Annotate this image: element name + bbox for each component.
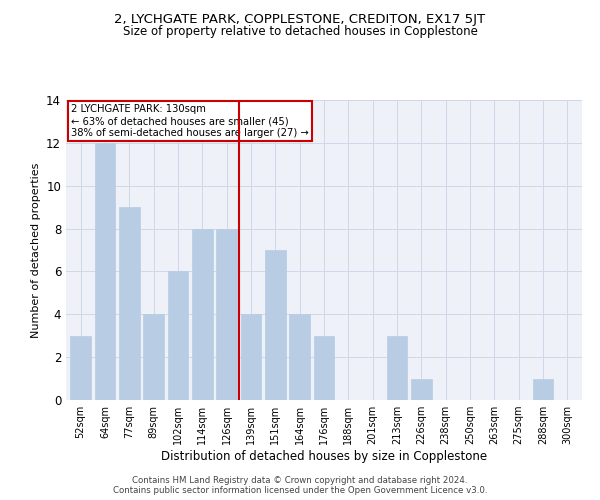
Text: Size of property relative to detached houses in Copplestone: Size of property relative to detached ho… bbox=[122, 25, 478, 38]
Bar bbox=[289, 314, 310, 400]
Bar bbox=[241, 314, 262, 400]
Text: Contains HM Land Registry data © Crown copyright and database right 2024.: Contains HM Land Registry data © Crown c… bbox=[132, 476, 468, 485]
Bar bbox=[143, 314, 164, 400]
Bar bbox=[70, 336, 91, 400]
Bar bbox=[265, 250, 286, 400]
Bar bbox=[167, 272, 188, 400]
Text: 2, LYCHGATE PARK, COPPLESTONE, CREDITON, EX17 5JT: 2, LYCHGATE PARK, COPPLESTONE, CREDITON,… bbox=[115, 12, 485, 26]
Y-axis label: Number of detached properties: Number of detached properties bbox=[31, 162, 41, 338]
Bar bbox=[314, 336, 334, 400]
Bar bbox=[192, 228, 212, 400]
Bar bbox=[533, 378, 553, 400]
Bar bbox=[386, 336, 407, 400]
Text: 2 LYCHGATE PARK: 130sqm
← 63% of detached houses are smaller (45)
38% of semi-de: 2 LYCHGATE PARK: 130sqm ← 63% of detache… bbox=[71, 104, 309, 138]
Bar bbox=[95, 143, 115, 400]
Bar bbox=[216, 228, 237, 400]
Text: Contains public sector information licensed under the Open Government Licence v3: Contains public sector information licen… bbox=[113, 486, 487, 495]
Bar bbox=[411, 378, 432, 400]
X-axis label: Distribution of detached houses by size in Copplestone: Distribution of detached houses by size … bbox=[161, 450, 487, 463]
Bar bbox=[119, 207, 140, 400]
